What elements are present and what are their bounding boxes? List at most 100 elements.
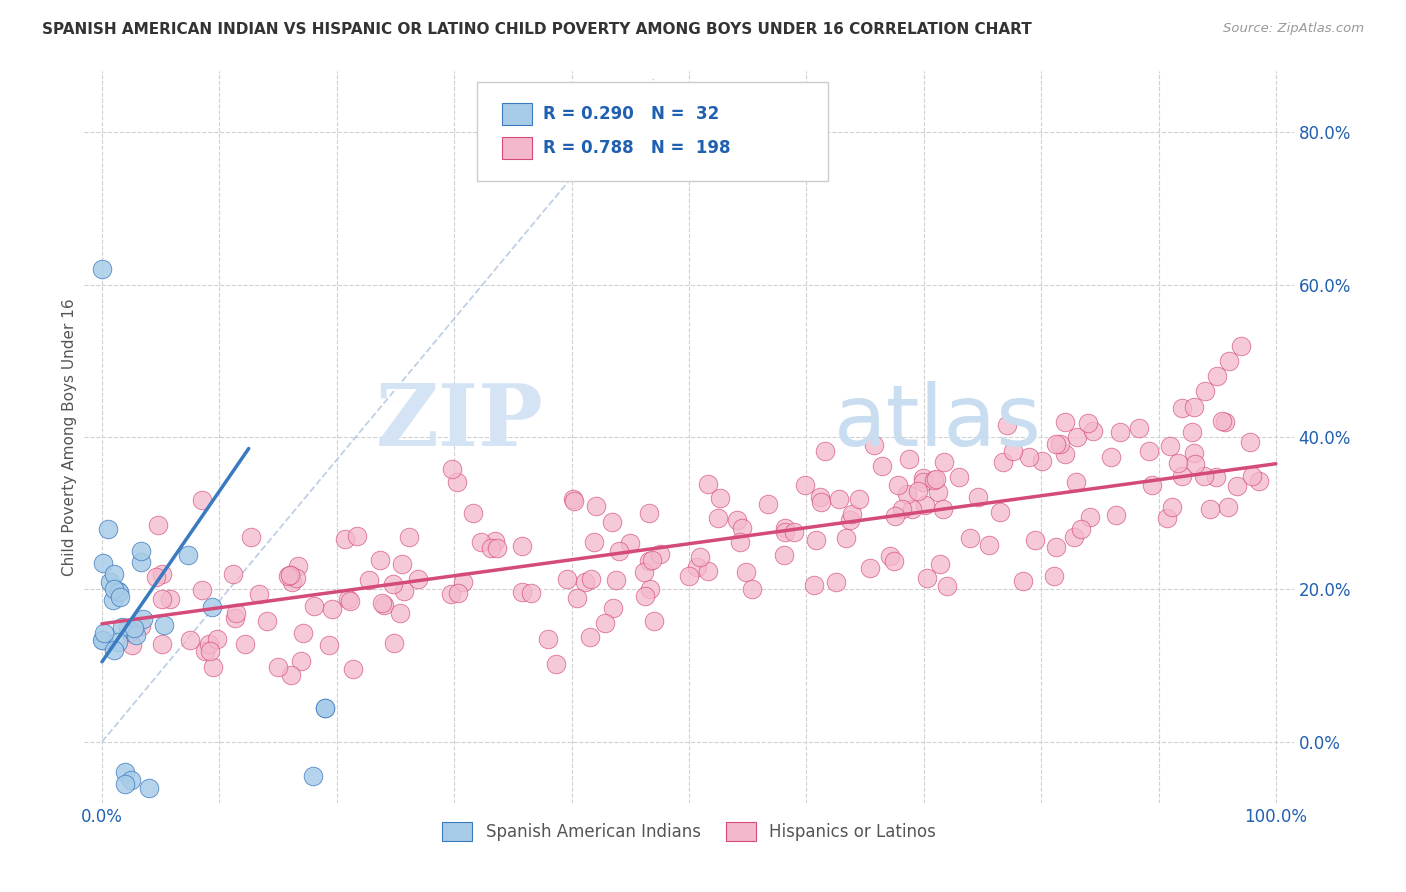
- Point: [346, 529, 368, 543]
- Point: [91, 262, 114, 277]
- Point: [337, 592, 360, 607]
- Point: [678, 569, 700, 583]
- Point: [1194, 384, 1216, 399]
- Point: [114, 777, 136, 791]
- Point: [890, 501, 912, 516]
- Point: [280, 574, 302, 589]
- Point: [277, 569, 299, 583]
- Point: [633, 565, 655, 579]
- Point: [1159, 439, 1181, 453]
- FancyBboxPatch shape: [502, 103, 531, 125]
- Point: [290, 654, 312, 668]
- Point: [706, 510, 728, 524]
- Point: [1247, 474, 1270, 488]
- Point: [728, 534, 751, 549]
- Point: [931, 501, 953, 516]
- Point: [222, 567, 245, 582]
- Point: [118, 625, 141, 640]
- Point: [91, 633, 114, 648]
- Point: [314, 700, 336, 714]
- Point: [1218, 354, 1240, 368]
- Point: [1226, 478, 1249, 492]
- Point: [103, 642, 125, 657]
- Text: R = 0.788   N =  198: R = 0.788 N = 198: [543, 139, 730, 157]
- Point: [98, 574, 121, 589]
- Point: [863, 438, 886, 452]
- Point: [342, 662, 364, 676]
- Point: [896, 487, 918, 501]
- Point: [810, 495, 832, 509]
- Point: [734, 565, 756, 579]
- Point: [619, 535, 641, 549]
- Point: [280, 567, 302, 582]
- Point: [1128, 421, 1150, 435]
- Point: [709, 491, 731, 506]
- Point: [911, 475, 934, 489]
- Point: [555, 572, 578, 586]
- Point: [638, 506, 661, 520]
- Point: [1049, 437, 1071, 451]
- Point: [179, 632, 201, 647]
- Point: [1156, 511, 1178, 525]
- Point: [1171, 469, 1194, 483]
- Point: [510, 584, 533, 599]
- Point: [519, 586, 541, 600]
- Point: [1199, 502, 1222, 516]
- Point: [578, 630, 600, 644]
- Point: [233, 637, 256, 651]
- Point: [872, 459, 894, 474]
- Point: [249, 586, 271, 600]
- Point: [883, 554, 905, 568]
- Point: [1206, 369, 1229, 384]
- Point: [145, 570, 167, 584]
- Point: [131, 544, 153, 558]
- Point: [1216, 500, 1239, 514]
- Point: [302, 769, 325, 783]
- Point: [1137, 444, 1160, 458]
- Point: [240, 530, 263, 544]
- Point: [925, 472, 948, 486]
- Point: [648, 547, 671, 561]
- Point: [1045, 437, 1067, 451]
- Point: [914, 499, 936, 513]
- Point: [841, 507, 863, 521]
- Point: [267, 660, 290, 674]
- Point: [756, 497, 779, 511]
- Point: [256, 615, 278, 629]
- Point: [103, 567, 125, 582]
- Point: [314, 700, 336, 714]
- Point: [929, 558, 952, 572]
- Point: [565, 591, 588, 606]
- Point: [1081, 425, 1104, 439]
- Point: [107, 584, 129, 599]
- Point: [191, 492, 214, 507]
- Point: [1077, 416, 1099, 430]
- Point: [446, 475, 468, 489]
- Point: [191, 583, 214, 598]
- Point: [225, 607, 247, 621]
- Point: [333, 532, 356, 546]
- Point: [91, 557, 114, 571]
- Point: [638, 554, 661, 568]
- Point: [287, 558, 309, 573]
- Point: [825, 574, 848, 589]
- Point: [1180, 425, 1202, 440]
- Point: [114, 765, 136, 780]
- Point: [108, 584, 131, 599]
- Point: [1160, 500, 1182, 514]
- Point: [486, 541, 509, 555]
- Point: [1012, 574, 1035, 589]
- Point: [1054, 416, 1077, 430]
- Point: [948, 470, 970, 484]
- Point: [440, 462, 463, 476]
- Point: [979, 538, 1001, 552]
- FancyBboxPatch shape: [478, 82, 828, 181]
- Point: [1105, 508, 1128, 522]
- Point: [607, 543, 630, 558]
- Point: [406, 572, 429, 586]
- Point: [917, 571, 939, 585]
- Point: [120, 772, 142, 787]
- Point: [689, 550, 711, 565]
- Point: [579, 572, 602, 586]
- Point: [901, 501, 924, 516]
